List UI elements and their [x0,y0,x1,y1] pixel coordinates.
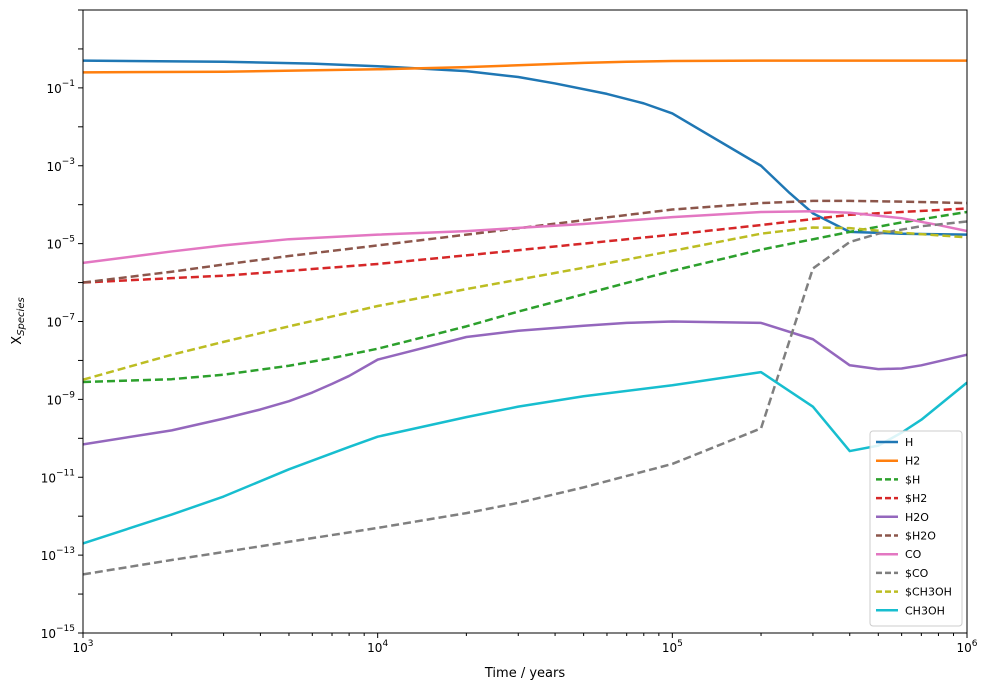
x-tick-label: 104 [367,639,388,655]
legend-label-h2: H2 [905,455,920,468]
legend-label-h2o: H2O [905,511,929,524]
y-axis-label-base: X [10,336,25,345]
legend: H H2 $H $H2 H2O $H2O CO $CO $CH3OH CH3OH [869,430,963,627]
y-tick-label: 10−3 [46,157,75,174]
series-line-ice-co [83,220,967,576]
legend-label-ch3oh: CH3OH [905,604,945,617]
series-layer [83,59,967,576]
y-tick-label: 10−9 [46,390,75,407]
y-axis-label-subscript: Species [16,297,27,336]
y-tick-label: 10−11 [41,468,75,485]
legend-label-h: H [905,436,913,449]
legend-box [869,430,963,627]
series-line-ch3oh [83,370,967,545]
series-line-ice-ch3oh [83,226,967,381]
y-axis-label: XSpecies [10,297,27,344]
y-tick-label: 10−7 [46,313,75,330]
legend-label-ice-h2o: $H2O [905,530,936,543]
series-line-co [83,209,967,265]
legend-label-ice-h2: $H2 [905,492,927,505]
plot-frame [82,9,968,634]
y-tick-label: 10−13 [41,546,75,563]
series-line-h2o [83,320,967,446]
x-tick-label: 105 [662,639,683,655]
y-tick-label: 10−15 [41,624,75,641]
y-tick-label: 10−5 [46,235,75,252]
y-tick-label: 10−1 [46,79,75,96]
series-line-h [83,59,967,236]
x-tick-label: 106 [956,639,977,655]
x-tick-label: 103 [72,639,93,655]
legend-label-ice-ch3oh: $CH3OH [905,586,952,599]
x-axis-label: Time / years [484,666,565,681]
tick-layer: 103 104 105 106 10−15 10−13 10−11 10−9 10−7 10−5 1… [41,9,978,655]
series-line-ice-h [83,210,967,384]
series-line-ice-h2 [83,207,967,284]
legend-label-ice-h: $H [905,473,920,486]
series-line-h2 [83,59,967,74]
series-line-ice-h2o [83,199,967,284]
legend-label-co: CO [905,548,922,561]
legend-label-ice-co: $CO [905,567,929,580]
